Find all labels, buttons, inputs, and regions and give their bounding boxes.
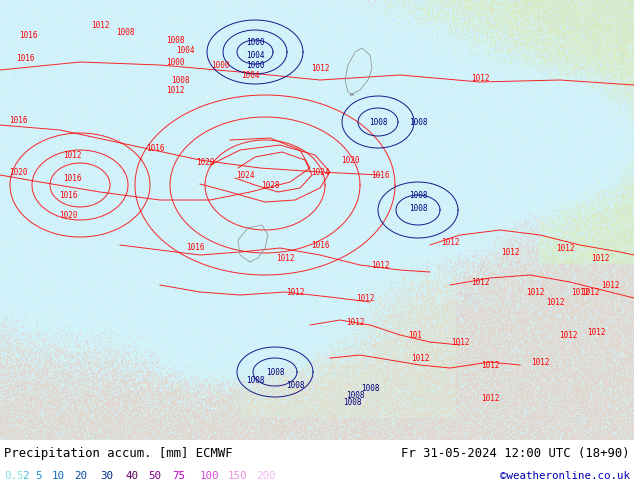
Text: 1012: 1012 [526, 288, 544, 296]
Text: 1012: 1012 [481, 393, 499, 402]
Text: 1024: 1024 [236, 171, 254, 179]
Text: 1012: 1012 [411, 353, 429, 363]
Text: 1020: 1020 [196, 157, 214, 167]
Text: 1012: 1012 [559, 331, 577, 340]
Text: 1012: 1012 [451, 338, 469, 346]
Text: Precipitation accum. [mm] ECMWF: Precipitation accum. [mm] ECMWF [4, 446, 233, 460]
Text: 1012: 1012 [581, 288, 599, 296]
Text: 1012: 1012 [571, 288, 589, 296]
Text: 100: 100 [200, 471, 219, 481]
Text: 1012: 1012 [481, 361, 499, 369]
Text: 1024: 1024 [311, 168, 329, 176]
Text: 1008: 1008 [266, 368, 284, 376]
Text: 1008: 1008 [361, 384, 379, 392]
Text: 75: 75 [172, 471, 185, 481]
Text: 2: 2 [22, 471, 29, 481]
Text: 5: 5 [35, 471, 41, 481]
Text: 40: 40 [125, 471, 138, 481]
Text: 1008: 1008 [409, 118, 427, 126]
Text: 1020: 1020 [340, 155, 359, 165]
Text: 1012: 1012 [501, 247, 519, 256]
Text: 1012: 1012 [165, 85, 184, 95]
Text: 1012: 1012 [286, 288, 304, 296]
Text: 1016: 1016 [9, 116, 27, 124]
Text: 1012: 1012 [346, 318, 365, 326]
Text: 1004: 1004 [246, 50, 264, 59]
Text: 1016: 1016 [186, 243, 204, 251]
Text: 20: 20 [74, 471, 87, 481]
Text: 1020: 1020 [9, 168, 27, 176]
Text: 1016: 1016 [16, 53, 34, 63]
Text: 1008: 1008 [409, 191, 427, 199]
Text: 1008: 1008 [346, 391, 365, 399]
Text: 1012: 1012 [556, 244, 574, 252]
Text: 1004: 1004 [241, 71, 259, 79]
Text: 1012: 1012 [471, 277, 489, 287]
Text: 1000: 1000 [165, 57, 184, 67]
Text: 1008: 1008 [246, 375, 264, 385]
Text: 1000: 1000 [246, 60, 264, 70]
Text: 1012: 1012 [591, 253, 609, 263]
Text: 1008: 1008 [171, 75, 190, 84]
Text: 1016: 1016 [371, 171, 389, 179]
Text: 1012: 1012 [311, 64, 329, 73]
Text: 30: 30 [100, 471, 113, 481]
Text: 1016: 1016 [59, 191, 77, 199]
Text: 1012: 1012 [91, 21, 109, 29]
Text: 0.5: 0.5 [4, 471, 23, 481]
Text: 50: 50 [148, 471, 161, 481]
Text: Fr 31-05-2024 12:00 UTC (18+90): Fr 31-05-2024 12:00 UTC (18+90) [401, 446, 630, 460]
Text: 1008: 1008 [286, 381, 304, 390]
Text: 150: 150 [228, 471, 247, 481]
Text: 1000: 1000 [246, 38, 264, 47]
Text: 1012: 1012 [601, 280, 619, 290]
Text: 1028: 1028 [261, 180, 279, 190]
Text: 200: 200 [256, 471, 276, 481]
Text: 1012: 1012 [586, 327, 605, 337]
Text: 1016: 1016 [146, 144, 164, 152]
Text: 1012: 1012 [546, 297, 564, 307]
Text: 1012: 1012 [371, 261, 389, 270]
Text: 1016: 1016 [19, 30, 37, 40]
Text: 1008: 1008 [409, 203, 427, 213]
Text: 1012: 1012 [441, 238, 459, 246]
Text: 1012: 1012 [63, 150, 81, 160]
Text: 1008: 1008 [165, 35, 184, 45]
Text: 1016: 1016 [63, 173, 81, 182]
Text: 1000: 1000 [210, 60, 230, 70]
Text: 1012: 1012 [531, 358, 549, 367]
Text: 10: 10 [52, 471, 65, 481]
Text: ©weatheronline.co.uk: ©weatheronline.co.uk [500, 471, 630, 481]
Text: 1012: 1012 [471, 74, 489, 82]
Text: 1012: 1012 [356, 294, 374, 302]
Text: 1008: 1008 [343, 397, 361, 407]
Text: 1016: 1016 [311, 241, 329, 249]
Text: 1020: 1020 [59, 211, 77, 220]
Text: 1008: 1008 [369, 118, 387, 126]
Text: 1012: 1012 [276, 253, 294, 263]
Text: 1008: 1008 [116, 27, 134, 36]
Text: 1004: 1004 [176, 46, 194, 54]
Text: 101: 101 [408, 331, 422, 340]
